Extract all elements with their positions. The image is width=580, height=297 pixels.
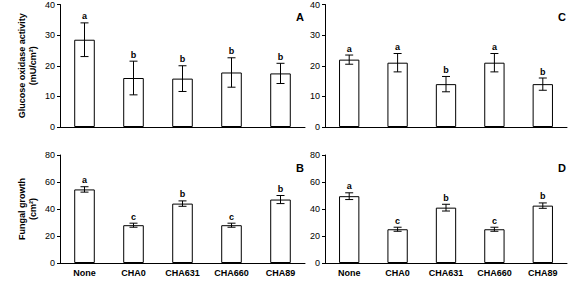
svg-text:40: 40 (45, 0, 55, 10)
svg-text:B: B (296, 162, 304, 174)
svg-text:A: A (296, 11, 304, 23)
svg-text:CHA660: CHA660 (477, 268, 512, 278)
svg-text:b: b (443, 193, 449, 203)
svg-text:20: 20 (310, 231, 320, 241)
svg-text:b: b (131, 50, 137, 60)
svg-text:b: b (443, 65, 449, 75)
svg-text:40: 40 (310, 204, 320, 214)
svg-text:a: a (82, 11, 88, 21)
svg-text:(mU/cm²): (mU/cm²) (28, 46, 38, 85)
svg-text:CHA631: CHA631 (165, 268, 200, 278)
svg-text:10: 10 (45, 91, 55, 101)
svg-text:a: a (395, 42, 401, 52)
svg-text:C: C (558, 11, 566, 23)
svg-text:10: 10 (310, 91, 320, 101)
svg-text:60: 60 (310, 177, 320, 187)
svg-text:40: 40 (310, 0, 320, 10)
svg-text:b: b (180, 189, 186, 199)
svg-text:0: 0 (50, 258, 55, 268)
svg-text:60: 60 (45, 177, 55, 187)
svg-text:0: 0 (315, 122, 320, 132)
svg-text:CHA89: CHA89 (266, 268, 296, 278)
svg-text:CHA0: CHA0 (385, 268, 410, 278)
svg-text:80: 80 (45, 150, 55, 160)
svg-text:a: a (347, 44, 353, 54)
svg-text:b: b (540, 191, 546, 201)
svg-text:0: 0 (50, 122, 55, 132)
svg-text:CHA0: CHA0 (121, 268, 146, 278)
svg-text:c: c (131, 212, 136, 222)
svg-text:CHA660: CHA660 (214, 268, 249, 278)
svg-text:b: b (278, 184, 284, 194)
svg-text:c: c (395, 216, 400, 226)
svg-text:20: 20 (45, 61, 55, 71)
svg-text:b: b (278, 52, 284, 62)
svg-text:30: 30 (45, 30, 55, 40)
svg-text:b: b (540, 67, 546, 77)
svg-text:a: a (347, 181, 353, 191)
svg-text:(cm²): (cm²) (28, 198, 38, 220)
svg-text:b: b (180, 54, 186, 64)
svg-text:CHA89: CHA89 (528, 268, 558, 278)
svg-text:Glucose oxidase activity: Glucose oxidase activity (17, 13, 27, 118)
svg-text:CHA631: CHA631 (429, 268, 464, 278)
svg-text:a: a (82, 175, 88, 185)
svg-text:40: 40 (45, 204, 55, 214)
svg-text:None: None (73, 268, 96, 278)
svg-text:20: 20 (310, 61, 320, 71)
svg-text:a: a (492, 42, 498, 52)
svg-text:20: 20 (45, 231, 55, 241)
svg-text:None: None (338, 268, 361, 278)
svg-text:0: 0 (315, 258, 320, 268)
svg-text:c: c (229, 212, 234, 222)
svg-text:Fungal growth: Fungal growth (17, 178, 27, 240)
svg-text:80: 80 (310, 150, 320, 160)
svg-text:D: D (558, 162, 566, 174)
svg-text:b: b (229, 46, 235, 56)
svg-text:c: c (492, 216, 497, 226)
svg-text:30: 30 (310, 30, 320, 40)
